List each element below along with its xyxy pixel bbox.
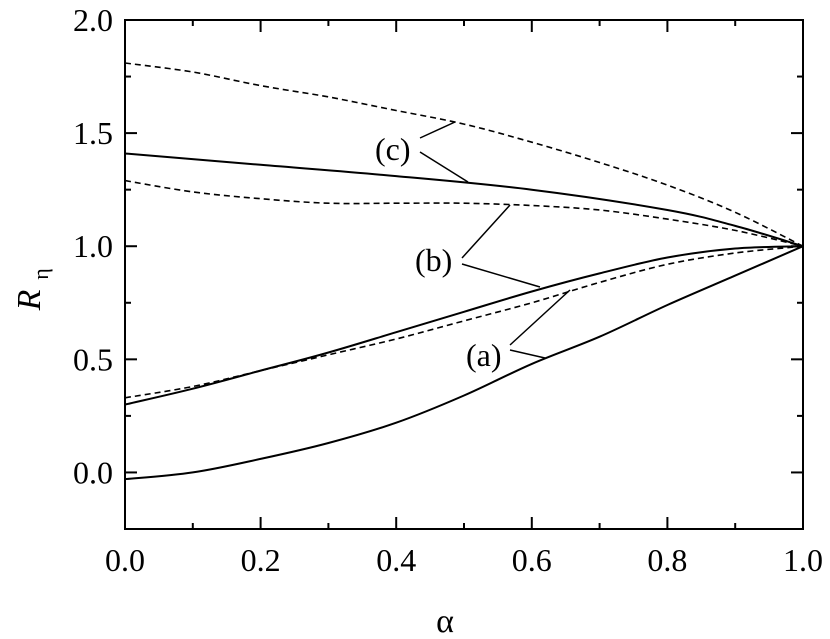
x-tick-label: 0.2 (241, 542, 281, 578)
annotation-b: (b) (415, 242, 452, 278)
x-tick-label: 0.4 (376, 542, 416, 578)
y-tick-label: 1.0 (73, 228, 113, 264)
y-axis-title-subscript: η (28, 268, 53, 280)
series-line-3 (124, 179, 804, 247)
annotation-leader (419, 121, 456, 139)
series-line-4 (124, 245, 804, 406)
plot-border (124, 19, 804, 530)
y-tick-label: 0.5 (73, 341, 113, 377)
annotation-leader (419, 151, 469, 183)
x-tick-label: 1.0 (783, 542, 823, 578)
annotation-leader (509, 349, 546, 359)
series-line-1 (124, 62, 804, 247)
annotation-leaders (419, 121, 571, 359)
annotation-leader (461, 204, 511, 259)
series-line-6 (124, 245, 804, 481)
x-tick-label: 0.0 (105, 542, 145, 578)
annotation-leader (509, 289, 571, 346)
y-axis-title-group: R η (11, 268, 53, 311)
x-tick-label: 0.8 (647, 542, 687, 578)
x-axis-title: α (436, 603, 454, 639)
tick-labels: 0.0 0.2 0.4 0.6 0.8 1.0 0.0 0.5 1.0 1.5 2.0 (73, 2, 823, 578)
x-tick-label: 0.6 (512, 542, 552, 578)
series-group (124, 62, 804, 481)
series-line-2 (124, 152, 804, 248)
annotation-c: (c) (375, 131, 411, 167)
axis-ticks (124, 19, 804, 530)
annotation-a: (a) (466, 337, 502, 373)
y-axis-title: R (11, 289, 48, 311)
plot-frame (124, 19, 804, 530)
y-tick-label: 1.5 (73, 115, 113, 151)
series-line-5 (124, 245, 804, 399)
y-tick-label: 0.0 (73, 454, 113, 490)
y-tick-label: 2.0 (73, 2, 113, 38)
annotation-leader (461, 263, 541, 288)
